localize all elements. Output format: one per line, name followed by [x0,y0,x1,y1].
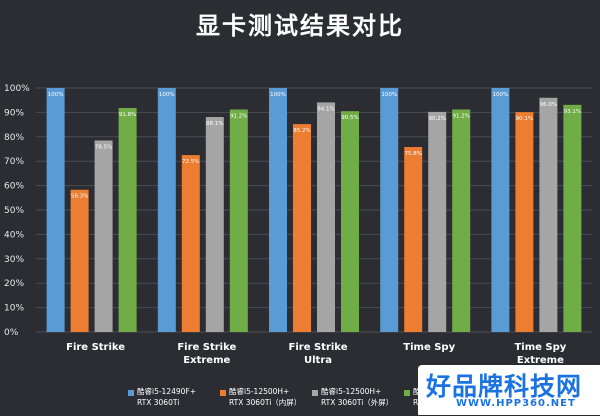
data-label: 78.5% [95,144,112,150]
bar [539,98,557,332]
bar [158,88,176,332]
data-label: 90.1% [516,116,533,122]
legend-label: 酷睿i5-12490F+ RTX 3060Ti [137,386,196,408]
data-label: 91.2% [452,113,469,119]
y-tick-label: 100% [4,84,30,94]
bar [119,108,137,332]
watermark-url: WWW.HPP360.NET [456,398,576,409]
x-tick-label: Fire Strike [177,342,236,353]
data-label: 93.1% [564,109,581,115]
data-label: 100% [493,92,509,98]
bar [563,105,581,332]
y-tick-label: 50% [4,206,24,216]
bar [269,88,287,332]
bar [452,109,470,332]
bar [380,88,398,332]
bar [95,140,113,332]
data-label: 100% [270,92,286,98]
x-tick-label: Fire Strike [66,342,125,353]
y-tick-label: 40% [4,230,24,240]
legend-label: 酷睿i5-12500H+ RTX 3060Ti（外屏） [321,386,393,408]
data-label: 91.2% [230,113,247,119]
bar [515,112,533,332]
data-label: 94.1% [317,106,334,112]
bar [71,190,89,332]
data-label: 75.8% [404,151,421,157]
legend-swatch [128,390,134,396]
x-tick-label: Extreme [183,355,230,366]
bar [317,102,335,332]
data-label: 96.0% [540,102,557,108]
bar [491,88,509,332]
legend-label: 酷睿i5-12500H+ RTX 3060Ti（内屏） [229,386,301,408]
y-tick-label: 20% [4,279,24,289]
bar [341,111,359,332]
bar [293,124,311,332]
data-label: 72.5% [182,159,199,165]
data-label: 91.8% [119,112,136,118]
data-label: 100% [381,92,397,98]
legend: 酷睿i5-12490F+ RTX 3060Ti 酷睿i5-12500H+ RTX 30… [128,386,428,416]
data-label: 100% [159,92,175,98]
legend-swatch [404,390,410,396]
data-label: 90.5% [341,115,358,121]
data-label: 90.2% [428,116,445,122]
bar [182,155,200,332]
bar [404,147,422,332]
y-tick-label: 70% [4,157,24,167]
x-tick-label: Time Spy [514,342,566,353]
legend-swatch [220,390,226,396]
data-label: 85.2% [293,128,310,134]
data-label: 100% [48,92,64,98]
bar [230,109,248,332]
bar [428,112,446,332]
watermark-logo: 好品牌科技网 WWW.HPP360.NET [418,365,600,415]
bar [206,117,224,332]
x-tick-label: Fire Strike [289,342,348,353]
y-tick-label: 30% [4,255,24,265]
legend-swatch [312,390,318,396]
y-tick-label: 80% [4,133,24,143]
y-tick-label: 60% [4,182,24,192]
data-label: 88.1% [206,121,223,127]
y-tick-label: 90% [4,108,24,118]
x-tick-label: Time Spy [403,342,455,353]
bar [47,88,65,332]
data-label: 58.3% [71,194,88,200]
x-tick-label: Ultra [304,355,332,366]
y-tick-label: 0% [4,328,19,338]
y-tick-label: 10% [4,304,24,314]
